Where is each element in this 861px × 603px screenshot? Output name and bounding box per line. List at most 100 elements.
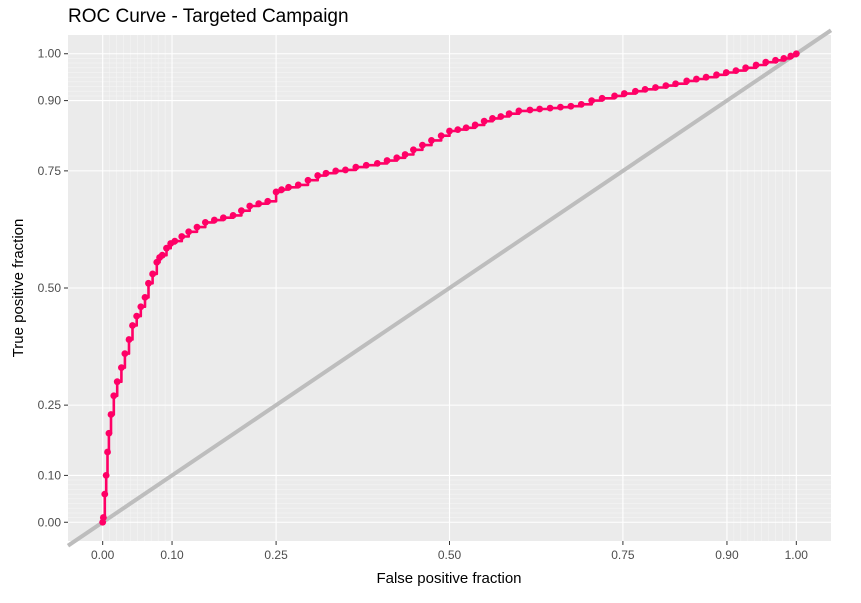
roc-point: [352, 163, 360, 171]
roc-point: [255, 200, 263, 208]
roc-point: [437, 132, 445, 140]
roc-point: [471, 121, 479, 129]
roc-point: [497, 113, 505, 120]
roc-point: [264, 197, 272, 205]
roc-point: [780, 55, 788, 62]
roc-point: [742, 64, 750, 72]
roc-point: [792, 50, 800, 58]
roc-point: [304, 176, 312, 184]
roc-point: [193, 223, 201, 231]
x-axis-ticks: 0.00 0.10 0.25 0.50 0.75 0.90 1.00: [91, 541, 808, 562]
roc-point: [641, 85, 649, 93]
x-tick-label: 0.10: [160, 548, 184, 562]
y-tick-label: 0.75: [38, 164, 62, 178]
y-tick-label: 0.25: [38, 398, 62, 412]
roc-point: [141, 293, 149, 301]
roc-point: [145, 279, 152, 287]
roc-point: [246, 202, 254, 210]
roc-point: [373, 159, 381, 167]
roc-point: [201, 219, 209, 226]
x-tick-label: 0.50: [438, 548, 462, 562]
y-tick-label: 0.90: [38, 94, 62, 108]
roc-point: [99, 514, 107, 521]
roc-point: [454, 126, 462, 134]
roc-point: [118, 364, 125, 372]
chart-title: ROC Curve - Targeted Campaign: [68, 6, 349, 27]
roc-point: [129, 322, 136, 329]
roc-point: [294, 181, 302, 189]
roc-point: [611, 92, 618, 100]
roc-point: [185, 228, 193, 236]
diagonal-reference-line: [66, 28, 833, 548]
roc-point: [662, 82, 670, 89]
y-axis-ticks: 0.00 0.10 0.25 0.50 0.75 0.90 1.00: [38, 47, 68, 529]
roc-point: [672, 80, 680, 88]
x-tick-label: 0.25: [264, 548, 288, 562]
roc-point: [101, 490, 109, 498]
roc-point: [171, 237, 179, 245]
roc-point: [278, 186, 286, 194]
roc-point: [515, 107, 523, 115]
roc-point: [219, 214, 227, 222]
roc-point: [383, 157, 391, 164]
roc-point: [713, 71, 720, 79]
roc-point: [446, 127, 453, 135]
roc-point: [588, 97, 596, 104]
roc-point: [546, 104, 554, 112]
roc-point: [693, 75, 700, 83]
y-axis-title: True positive fraction: [10, 219, 27, 358]
x-axis-title: False positive fraction: [376, 570, 521, 587]
roc-point: [683, 77, 691, 85]
roc-point: [362, 161, 370, 169]
x-tick-label: 1.00: [785, 548, 809, 562]
roc-point: [272, 188, 280, 196]
roc-point: [229, 211, 237, 219]
roc-point: [210, 216, 218, 224]
roc-point: [428, 137, 435, 144]
x-tick-label: 0.75: [611, 548, 635, 562]
roc-point: [631, 87, 639, 95]
x-tick-label: 0.00: [91, 548, 115, 562]
roc-point: [762, 58, 770, 66]
roc-point: [752, 61, 760, 69]
roc-point: [732, 67, 740, 75]
roc-curve-points: [99, 50, 800, 526]
x-tick-label: 0.90: [715, 548, 739, 562]
roc-point: [314, 172, 322, 179]
roc-point: [462, 124, 470, 132]
roc-point: [342, 166, 349, 174]
roc-point: [702, 73, 710, 81]
roc-point: [332, 167, 340, 175]
roc-point: [393, 154, 401, 162]
roc-point: [178, 233, 186, 240]
roc-point: [163, 244, 170, 252]
roc-point: [722, 69, 730, 76]
roc-point: [401, 151, 409, 158]
roc-point: [149, 270, 157, 278]
roc-point: [125, 336, 133, 343]
roc-point: [772, 56, 779, 64]
roc-point: [410, 146, 417, 154]
roc-point: [577, 100, 585, 108]
roc-point: [102, 472, 110, 479]
roc-point: [480, 117, 488, 125]
roc-point: [121, 350, 129, 357]
roc-point: [107, 411, 115, 418]
roc-point: [110, 392, 118, 400]
roc-point: [322, 169, 330, 177]
roc-point: [419, 141, 426, 149]
roc-point: [158, 251, 166, 259]
roc-point: [598, 94, 606, 102]
roc-point: [238, 207, 245, 215]
roc-point: [652, 84, 659, 91]
y-tick-label: 0.10: [38, 468, 62, 482]
y-tick-label: 0.00: [38, 515, 62, 529]
roc-point: [105, 429, 113, 437]
roc-point: [787, 52, 795, 60]
roc-point: [133, 312, 141, 320]
y-tick-label: 0.50: [38, 281, 62, 295]
roc-point: [526, 106, 534, 114]
roc-point: [505, 110, 513, 118]
roc-point: [567, 102, 575, 110]
